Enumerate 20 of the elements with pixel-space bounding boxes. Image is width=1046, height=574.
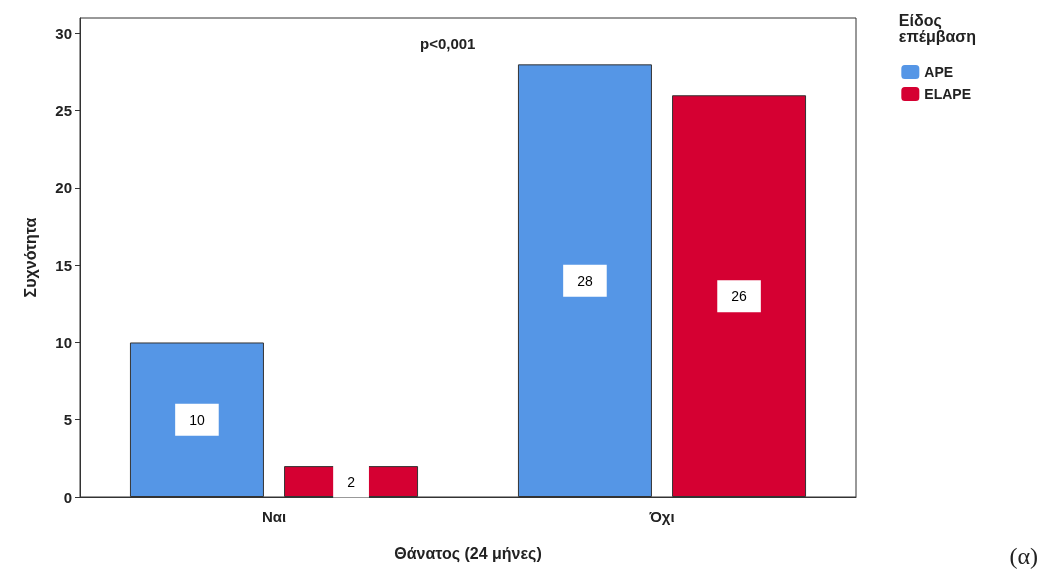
annotation: p<0,001: [420, 35, 476, 52]
data-label: 2: [347, 473, 356, 490]
data-label: 10: [189, 411, 205, 428]
y-tick-label: 25: [55, 102, 72, 120]
y-tick-label: 10: [55, 333, 72, 351]
text: (α): [1009, 543, 1038, 569]
x-tick-label: Όχι: [648, 508, 675, 525]
x-tick-label: Ναι: [261, 508, 287, 525]
x-axis-title: Θάνατος (24 μήνες): [394, 544, 542, 563]
legend-label: APE: [924, 64, 954, 80]
legend-label: ELAPE: [924, 86, 972, 102]
legend-title: Είδος επέμβαση: [898, 11, 976, 45]
data-label: 26: [731, 288, 748, 305]
data-label: 28: [577, 272, 593, 289]
y-tick-label: 0: [63, 488, 72, 506]
y-tick-label: 20: [55, 179, 72, 197]
y-tick-label: 5: [63, 411, 72, 429]
y-tick-label: 15: [55, 256, 72, 274]
y-tick-label: 30: [55, 24, 72, 42]
y-axis-title: Συχνότητα: [21, 217, 39, 298]
